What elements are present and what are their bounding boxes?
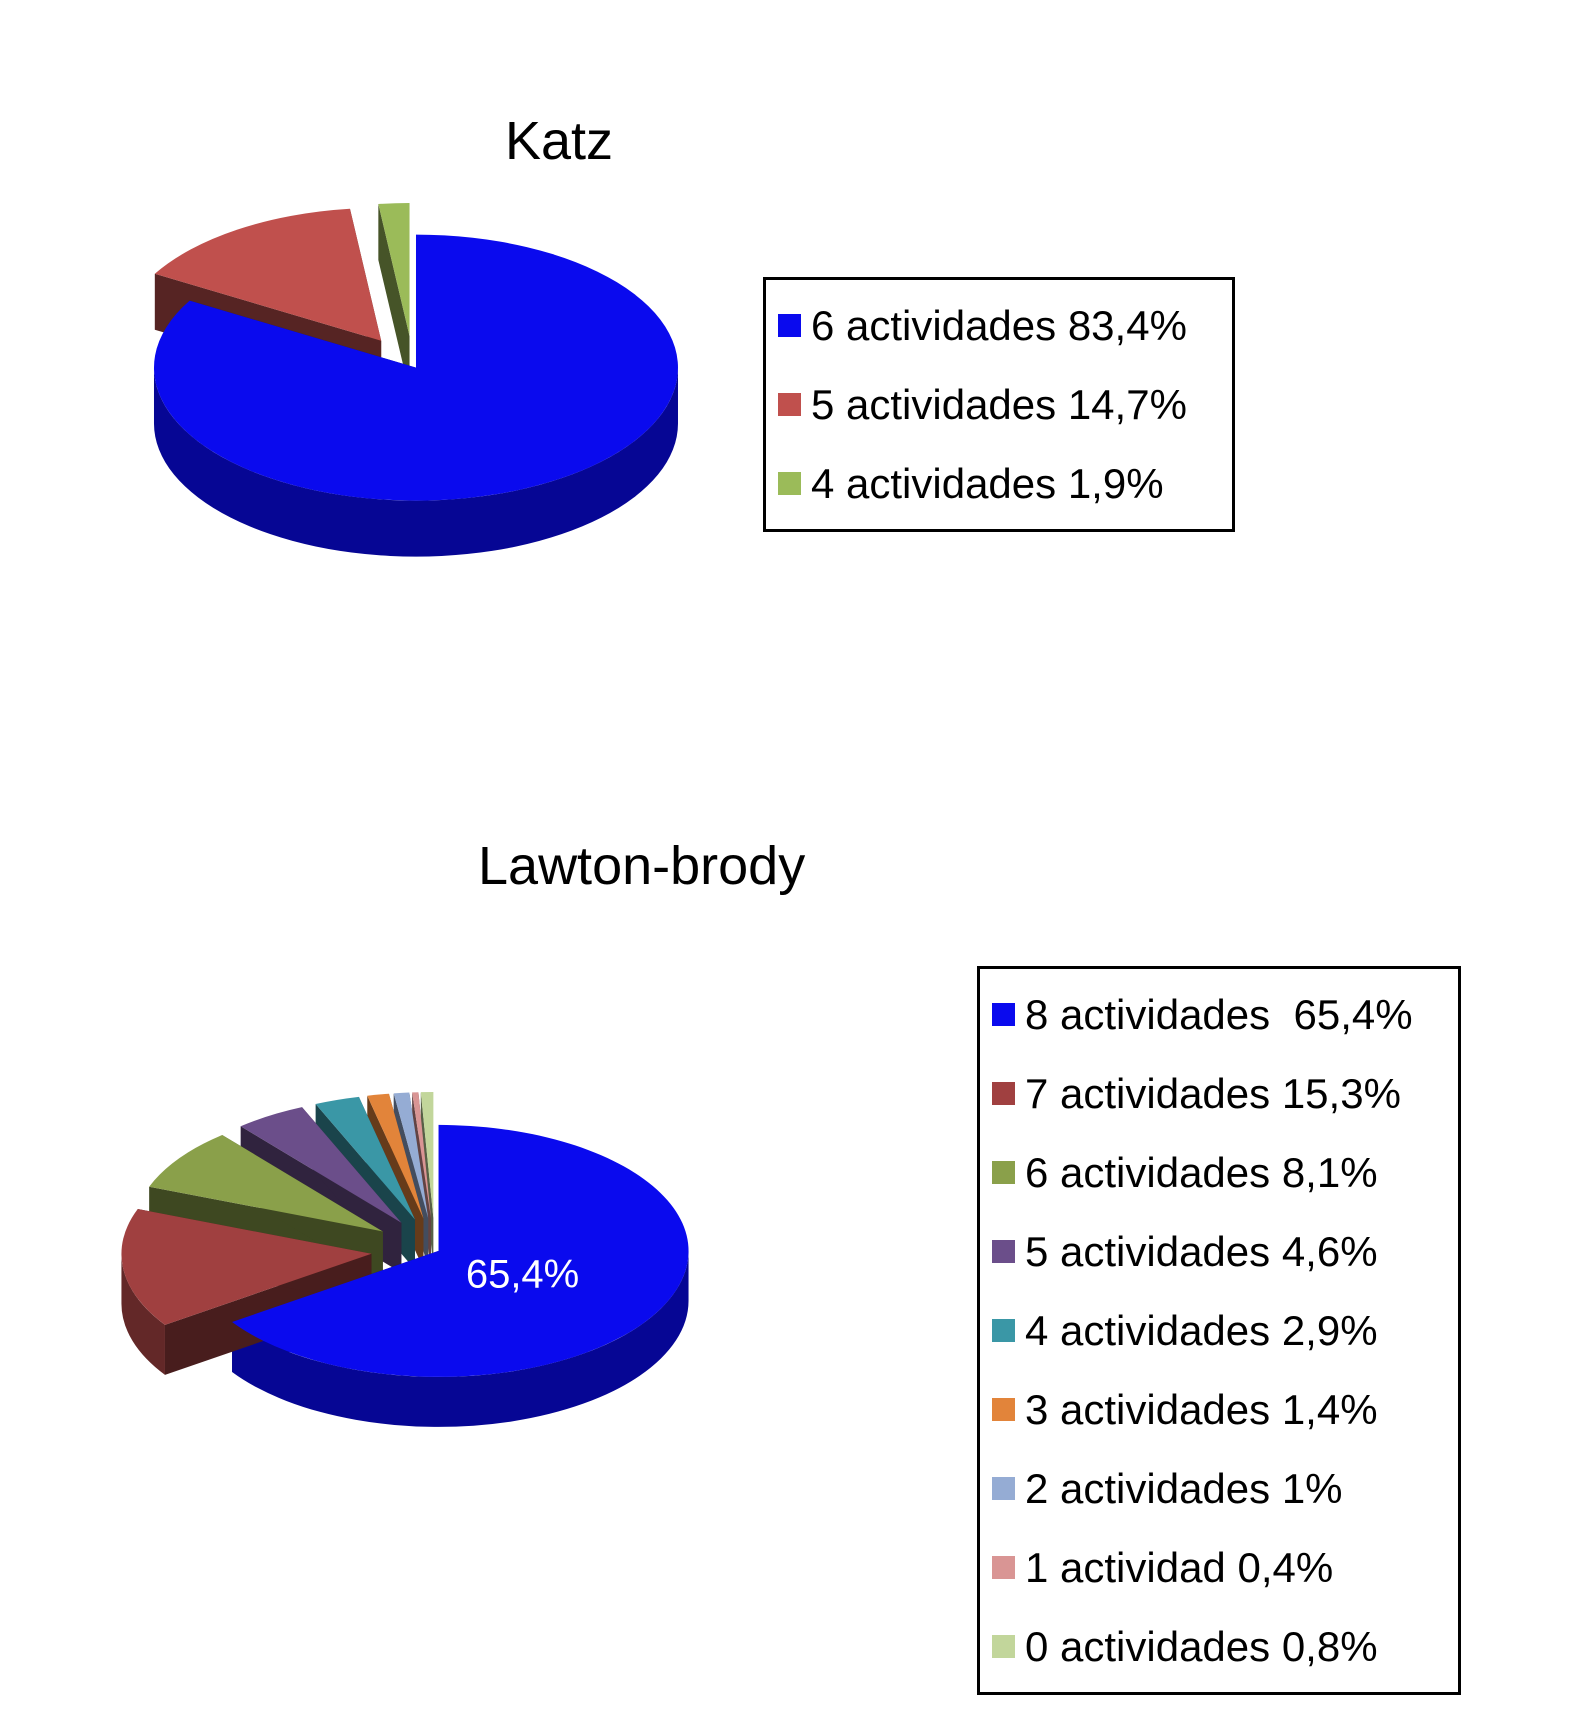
legend-item: 6 actividades 83,4% xyxy=(778,286,1220,365)
legend-swatch xyxy=(992,1477,1015,1500)
legend-label: 8 actividades 65,4% xyxy=(1025,990,1413,1038)
legend-label: 2 actividades 1% xyxy=(1025,1464,1343,1512)
legend-item: 5 actividades 14,7% xyxy=(778,365,1220,444)
pie-slice xyxy=(378,203,410,337)
legend-item: 7 actividades 15,3% xyxy=(992,1054,1446,1133)
legend-label: 0 actividades 0,8% xyxy=(1025,1622,1378,1670)
legend-item: 8 actividades 65,4% xyxy=(992,975,1446,1054)
legend-label: 4 actividades 1,9% xyxy=(811,459,1164,507)
legend-item: 1 actividad 0,4% xyxy=(992,1528,1446,1607)
pie-data-label: 65,4% xyxy=(466,1252,579,1296)
legend-swatch xyxy=(992,1003,1015,1026)
legend-label: 5 actividades 14,7% xyxy=(811,380,1187,428)
legend-label: 4 actividades 2,9% xyxy=(1025,1306,1378,1354)
legend-item: 4 actividades 1,9% xyxy=(778,444,1220,523)
legend-swatch xyxy=(778,314,801,337)
katz-chart-title: Katz xyxy=(505,111,614,171)
legend-item: 4 actividades 2,9% xyxy=(992,1291,1446,1370)
pie-slice-side xyxy=(378,203,410,393)
pie-slice xyxy=(232,1124,689,1377)
legend-item: 0 actividades 0,8% xyxy=(992,1607,1446,1686)
pie-slice xyxy=(153,234,678,501)
katz-legend: 6 actividades 83,4% 5 actividades 14,7% … xyxy=(763,277,1235,532)
legend-swatch xyxy=(778,393,801,416)
legend-label: 6 actividades 83,4% xyxy=(811,301,1187,349)
legend-label: 6 actividades 8,1% xyxy=(1025,1148,1378,1196)
pie-slice xyxy=(240,1107,402,1223)
legend-label: 3 actividades 1,4% xyxy=(1025,1385,1378,1433)
lawton-brody-legend: 8 actividades 65,4% 7 actividades 15,3% … xyxy=(977,966,1461,1695)
pie-slice xyxy=(420,1092,434,1219)
pie-slice xyxy=(315,1096,416,1220)
pie-slice xyxy=(121,1208,372,1325)
legend-swatch xyxy=(778,472,801,495)
katz-pie xyxy=(153,203,678,557)
pie-slice xyxy=(154,208,382,341)
legend-swatch xyxy=(992,1161,1015,1184)
pie-slice-edge xyxy=(232,1250,689,1427)
lawton-brody-chart-title: Lawton-brody xyxy=(478,836,806,896)
legend-swatch xyxy=(992,1635,1015,1658)
legend-label: 7 actividades 15,3% xyxy=(1025,1069,1401,1117)
pie-slice-edge xyxy=(153,367,678,557)
legend-label: 5 actividades 4,6% xyxy=(1025,1227,1378,1275)
pie-slice xyxy=(412,1092,431,1219)
pie-slice xyxy=(367,1093,424,1219)
legend-swatch xyxy=(992,1240,1015,1263)
pie-slice xyxy=(393,1092,429,1219)
legend-item: 3 actividades 1,4% xyxy=(992,1370,1446,1449)
lawton-brody-pie: 65,4% xyxy=(121,1092,689,1427)
legend-label: 1 actividad 0,4% xyxy=(1025,1543,1334,1591)
legend-swatch xyxy=(992,1082,1015,1105)
legend-item: 6 actividades 8,1% xyxy=(992,1133,1446,1212)
legend-swatch xyxy=(992,1556,1015,1579)
legend-swatch xyxy=(992,1319,1015,1342)
legend-item: 2 actividades 1% xyxy=(992,1449,1446,1528)
legend-swatch xyxy=(992,1398,1015,1421)
pie-slice-edge xyxy=(121,1253,165,1375)
pie-slice xyxy=(149,1134,383,1232)
legend-item: 5 actividades 4,6% xyxy=(992,1212,1446,1291)
